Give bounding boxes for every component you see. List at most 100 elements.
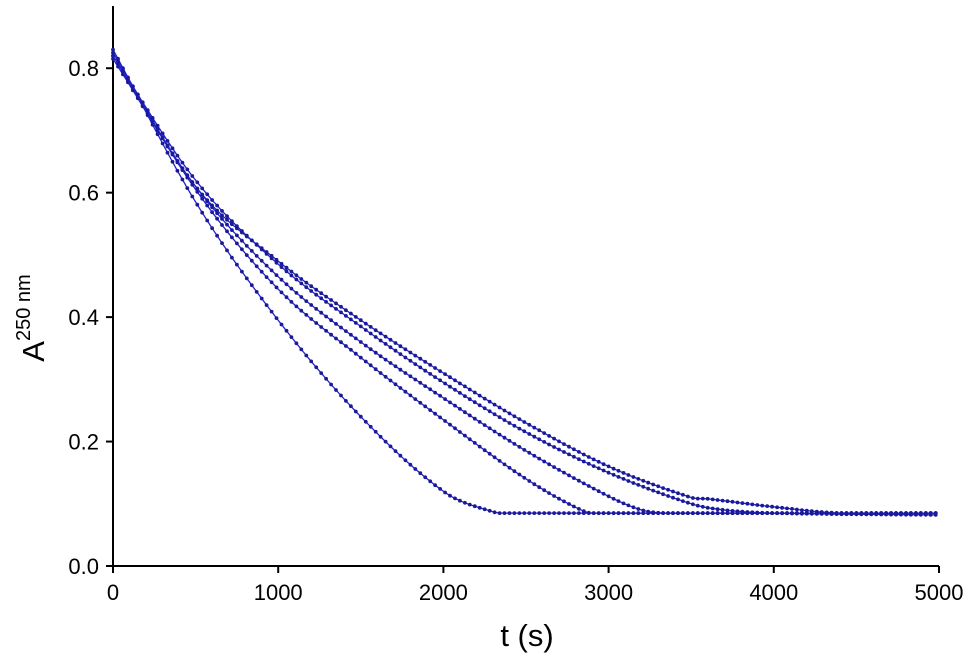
data-point: [259, 247, 264, 252]
data-point: [304, 299, 309, 303]
data-point: [552, 436, 556, 441]
series-line: [112, 49, 936, 514]
data-point: [532, 511, 537, 515]
data-point: [522, 475, 527, 480]
data-point: [319, 310, 324, 315]
data-point: [472, 441, 477, 445]
data-point: [438, 369, 442, 373]
data-point: [373, 328, 378, 333]
data-point: [259, 269, 264, 274]
data-point: [453, 387, 457, 392]
data-point: [443, 397, 447, 401]
data-point: [249, 258, 254, 263]
data-point: [398, 386, 403, 390]
data-point: [854, 512, 859, 517]
data-point: [720, 511, 725, 515]
data-point: [572, 511, 576, 515]
data-point: [899, 512, 903, 517]
data-point: [165, 150, 170, 155]
data-point: [522, 448, 527, 452]
data-point: [824, 512, 829, 516]
data-point: [740, 509, 745, 514]
data-point: [666, 511, 670, 515]
data-point: [165, 143, 170, 148]
y-tick-label: 0.4: [68, 305, 99, 330]
data-point: [383, 439, 388, 444]
data-point: [487, 399, 492, 404]
data-point: [695, 503, 700, 508]
data-point: [244, 244, 249, 248]
data-point: [522, 420, 527, 424]
data-point: [661, 486, 665, 490]
data-point: [651, 510, 656, 515]
data-point: [368, 424, 373, 429]
data-point: [294, 341, 299, 346]
data-point: [676, 497, 680, 502]
data-point: [581, 509, 586, 514]
data-point: [458, 498, 462, 503]
data-point: [215, 208, 220, 213]
data-point: [859, 512, 864, 517]
data-point: [636, 477, 641, 481]
data-point: [547, 491, 551, 495]
data-point: [358, 324, 363, 329]
data-point: [205, 218, 210, 223]
data-point: [735, 509, 740, 514]
data-point: [413, 377, 418, 382]
data-point: [140, 100, 145, 105]
series-line: [112, 58, 936, 514]
data-point: [631, 475, 636, 479]
data-point: [438, 415, 442, 420]
data-point: [487, 426, 492, 431]
data-point: [319, 325, 324, 329]
x-tick-label: 1000: [254, 580, 303, 605]
data-point: [230, 228, 234, 233]
data-point: [522, 511, 527, 515]
data-point: [710, 506, 715, 511]
data-point: [616, 468, 621, 473]
data-point: [185, 167, 190, 172]
data-point: [344, 344, 348, 348]
data-point: [636, 483, 641, 487]
data-point: [225, 217, 229, 222]
data-point: [418, 400, 423, 405]
data-point: [686, 500, 690, 505]
data-point: [537, 437, 542, 442]
data-point: [170, 151, 175, 156]
data-point: [646, 480, 651, 485]
data-point: [334, 322, 338, 326]
data-point: [715, 498, 720, 502]
x-tick-label: 3000: [584, 580, 633, 605]
data-point: [621, 477, 626, 481]
x-axis-title: t (s): [500, 618, 553, 653]
data-point: [349, 404, 353, 409]
data-point: [780, 511, 784, 516]
data-point: [353, 315, 358, 319]
data-point: [111, 47, 115, 52]
data-point: [497, 405, 502, 410]
data-point: [755, 510, 760, 515]
data-point: [626, 473, 631, 477]
data-point: [552, 494, 556, 498]
data-point: [388, 337, 393, 342]
data-point: [502, 511, 507, 515]
data-point: [864, 512, 869, 517]
data-point: [329, 303, 333, 308]
data-point: [710, 497, 715, 502]
data-point: [631, 481, 636, 485]
data-point: [190, 180, 195, 185]
data-point: [725, 508, 730, 513]
data-point: [770, 504, 774, 509]
data-point: [170, 159, 175, 164]
data-point: [344, 308, 348, 313]
data-point: [235, 262, 239, 267]
data-point: [264, 303, 269, 307]
series-layer: [111, 47, 938, 517]
x-tick-label: 4000: [749, 580, 798, 605]
data-point: [230, 219, 234, 224]
data-point: [463, 500, 467, 505]
data-point: [175, 153, 180, 158]
data-point: [572, 447, 576, 452]
data-point: [482, 507, 487, 512]
axes: [112, 6, 939, 567]
